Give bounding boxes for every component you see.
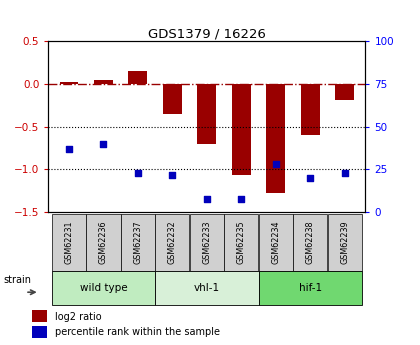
Text: wild type: wild type — [80, 283, 127, 293]
Text: strain: strain — [4, 276, 32, 285]
Point — [341, 170, 348, 176]
FancyBboxPatch shape — [155, 271, 259, 305]
FancyBboxPatch shape — [87, 214, 121, 271]
Bar — [266, 84, 285, 194]
Point — [100, 141, 107, 147]
Text: GSM62234: GSM62234 — [271, 220, 280, 264]
Text: vhl-1: vhl-1 — [194, 283, 220, 293]
FancyBboxPatch shape — [52, 214, 86, 271]
Text: GSM62233: GSM62233 — [202, 220, 211, 264]
FancyBboxPatch shape — [52, 271, 155, 305]
Bar — [94, 80, 113, 84]
Bar — [197, 84, 216, 144]
FancyBboxPatch shape — [293, 214, 327, 271]
Text: GSM62237: GSM62237 — [134, 220, 142, 264]
FancyBboxPatch shape — [224, 214, 258, 271]
Bar — [129, 71, 147, 84]
Text: GSM62238: GSM62238 — [306, 220, 315, 264]
Text: percentile rank within the sample: percentile rank within the sample — [55, 327, 220, 337]
Point — [66, 146, 72, 152]
FancyBboxPatch shape — [155, 214, 189, 271]
Bar — [60, 82, 79, 84]
Point — [273, 161, 279, 167]
Point — [238, 196, 245, 201]
FancyBboxPatch shape — [259, 271, 362, 305]
FancyBboxPatch shape — [259, 214, 293, 271]
Bar — [32, 310, 47, 322]
Text: hif-1: hif-1 — [299, 283, 322, 293]
Bar — [301, 84, 320, 135]
Point — [307, 175, 314, 181]
Point — [134, 170, 141, 176]
Bar — [232, 84, 251, 175]
Point — [169, 172, 176, 177]
Point — [204, 196, 210, 201]
Bar — [163, 84, 182, 114]
Text: GSM62232: GSM62232 — [168, 220, 177, 264]
FancyBboxPatch shape — [328, 214, 362, 271]
FancyBboxPatch shape — [121, 214, 155, 271]
Title: GDS1379 / 16226: GDS1379 / 16226 — [148, 27, 266, 40]
Text: log2 ratio: log2 ratio — [55, 312, 102, 322]
Text: GSM62235: GSM62235 — [237, 220, 246, 264]
Bar — [32, 326, 47, 338]
FancyBboxPatch shape — [190, 214, 224, 271]
Text: GSM62236: GSM62236 — [99, 220, 108, 264]
Text: GSM62239: GSM62239 — [340, 220, 349, 264]
Bar — [335, 84, 354, 100]
Text: GSM62231: GSM62231 — [65, 220, 73, 264]
